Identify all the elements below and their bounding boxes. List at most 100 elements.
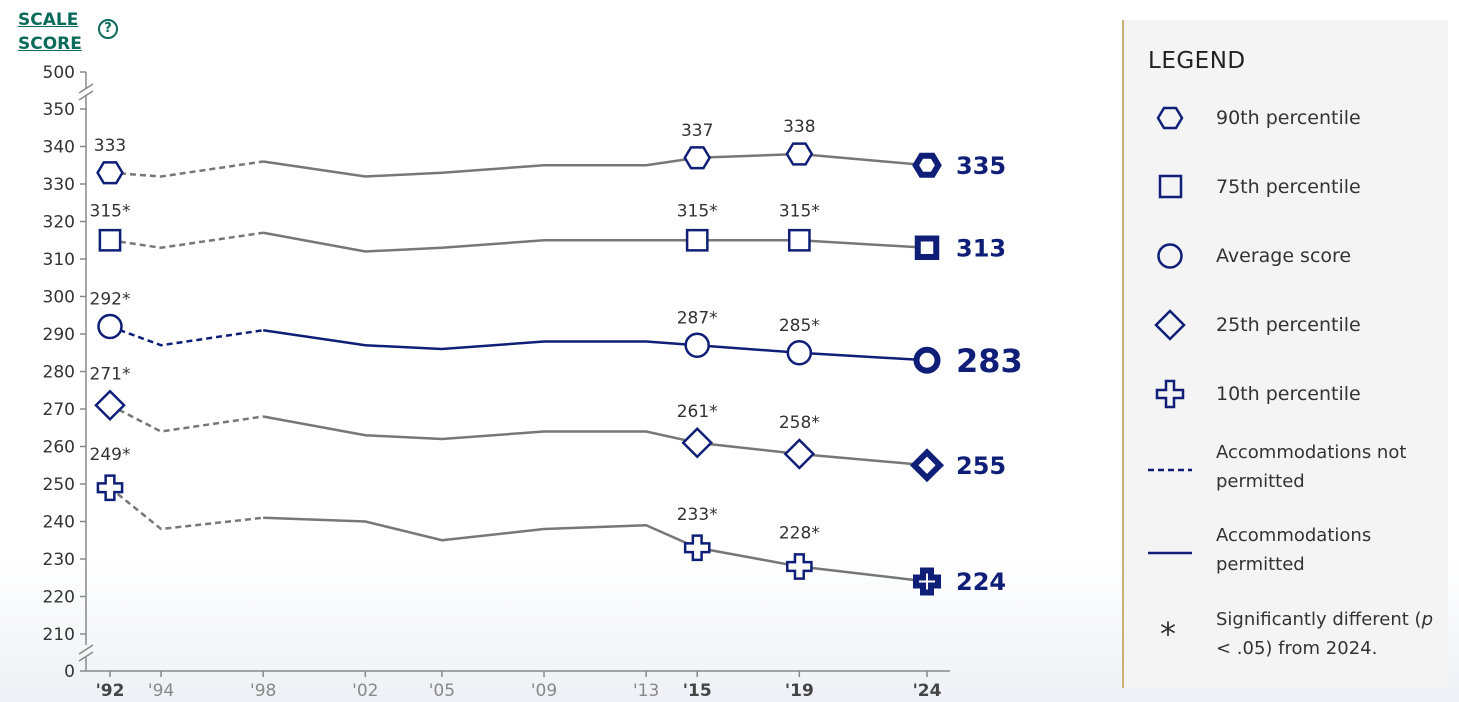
circle-marker	[786, 340, 813, 366]
legend-title: LEGEND	[1148, 48, 1246, 74]
y-tick-label: 340	[43, 138, 75, 158]
y-tick-label: 0	[64, 662, 75, 682]
x-tick-label: '02	[352, 681, 378, 701]
data-label: 261*	[677, 402, 718, 422]
series-line-not-permitted	[109, 231, 264, 250]
data-label: 315*	[779, 201, 820, 221]
x-tick-label: '94	[148, 681, 174, 701]
significance-text-post: < .05) from 2024.	[1216, 638, 1378, 659]
final-value-label: 224	[956, 568, 1006, 596]
y-axis-break	[78, 644, 94, 655]
circle-marker	[97, 313, 123, 340]
chart-area: SCALE SCORE ? 500 0 350 340 330 320 310 300 290 2…	[18, 8, 1023, 701]
cross-marker	[912, 567, 942, 596]
y-axis-break	[78, 83, 94, 94]
x-tick-label: '19	[785, 681, 814, 701]
diamond-marker	[783, 438, 816, 470]
diamond-marker	[681, 426, 714, 459]
data-label: 228*	[779, 524, 820, 544]
series-line-permitted	[263, 516, 928, 583]
scale-score-label-line2: SCORE	[18, 34, 82, 54]
significance-text-pre: Significantly different (	[1216, 609, 1422, 630]
y-tick-label: 350	[43, 100, 75, 120]
diamond-icon	[1154, 309, 1186, 341]
cross-marker	[786, 553, 813, 580]
help-icon[interactable]: ?	[98, 19, 118, 39]
legend-label-average: Average score	[1216, 245, 1352, 267]
data-label: 337	[681, 121, 713, 141]
scale-score-link[interactable]: SCALE SCORE	[18, 8, 82, 56]
legend-panel: LEGEND 90th percentile 75th percentile A…	[1122, 20, 1448, 688]
square-marker	[98, 228, 122, 252]
legend-label-not-permitted: Accommodations not permitted	[1216, 442, 1407, 492]
y-tick-label: 310	[43, 250, 75, 270]
y-tick-label: 330	[43, 175, 75, 195]
y-tick-label: 290	[43, 325, 75, 345]
y-tick-label: 240	[43, 513, 75, 533]
diamond-marker	[909, 448, 945, 483]
data-label: 233*	[677, 505, 718, 525]
data-label: 315*	[677, 201, 718, 221]
legend-label-90th: 90th percentile	[1216, 107, 1361, 129]
x-tick-label: '98	[250, 681, 276, 701]
x-tick-label: '09	[531, 681, 557, 701]
legend-label-10th: 10th percentile	[1216, 383, 1361, 405]
data-label: 338	[783, 117, 815, 137]
y-tick-label: 280	[43, 363, 75, 383]
hexagon-marker	[785, 142, 814, 166]
circle-icon	[1157, 243, 1183, 269]
asterisk-icon: *	[1160, 615, 1176, 653]
data-label: 271*	[90, 364, 131, 384]
cross-icon	[1155, 379, 1185, 409]
series-line-permitted	[263, 152, 928, 178]
y-tick-label: 300	[43, 288, 75, 308]
data-label: 292*	[90, 290, 131, 310]
data-label: 315*	[90, 201, 131, 221]
data-label: 258*	[779, 413, 820, 433]
y-tick-label: 210	[43, 625, 75, 645]
legend-label-permitted: Accommodations permitted	[1216, 525, 1372, 575]
series-line-permitted	[262, 415, 928, 467]
y-tick-label: 320	[43, 213, 75, 233]
hexagon-marker	[96, 161, 124, 185]
series-line-permitted	[263, 329, 928, 362]
x-tick-label: '13	[633, 681, 659, 701]
dashed-line-icon	[1148, 468, 1192, 472]
line-chart: 500 0 350 340 330 320 310 300 290 280 270 260 250 240…	[43, 63, 1023, 701]
square-marker	[685, 228, 709, 252]
final-value-label: 335	[956, 152, 1006, 180]
circle-marker	[684, 332, 710, 358]
series-line-not-permitted	[109, 486, 264, 531]
data-label: 249*	[90, 445, 131, 465]
data-label: 333	[94, 136, 126, 156]
square-icon	[1158, 174, 1183, 199]
y-tick-label: 260	[43, 438, 75, 458]
hexagon-icon	[1156, 106, 1184, 130]
cross-marker	[96, 474, 124, 502]
scale-score-label-line1: SCALE	[18, 10, 79, 30]
x-tick-label: '05	[429, 681, 455, 701]
hexagon-marker	[912, 152, 942, 178]
x-tick-label: '15	[683, 681, 712, 701]
legend-label-significance: Significantly different (p < .05) from 2…	[1216, 605, 1441, 663]
significance-text-p: p	[1421, 609, 1433, 630]
data-label: 285*	[779, 316, 820, 336]
y-tick-label: 250	[43, 475, 75, 495]
final-value-label: 255	[956, 452, 1006, 480]
square-marker	[914, 235, 940, 260]
data-label: 287*	[677, 308, 718, 328]
square-marker	[787, 228, 811, 252]
y-tick-label: 230	[43, 550, 75, 570]
diamond-marker	[94, 389, 126, 422]
series-line-not-permitted	[109, 404, 264, 433]
cross-marker	[683, 534, 711, 562]
final-value-label: 313	[956, 234, 1006, 262]
legend-label-25th: 25th percentile	[1216, 314, 1361, 336]
series-line-not-permitted	[109, 160, 264, 178]
y-tick-label: 500	[43, 63, 75, 83]
x-tick-label: '92	[96, 681, 125, 701]
y-axis-break	[78, 90, 94, 101]
circle-marker	[913, 346, 941, 374]
solid-line-icon	[1148, 551, 1192, 555]
y-axis-break	[78, 651, 94, 662]
